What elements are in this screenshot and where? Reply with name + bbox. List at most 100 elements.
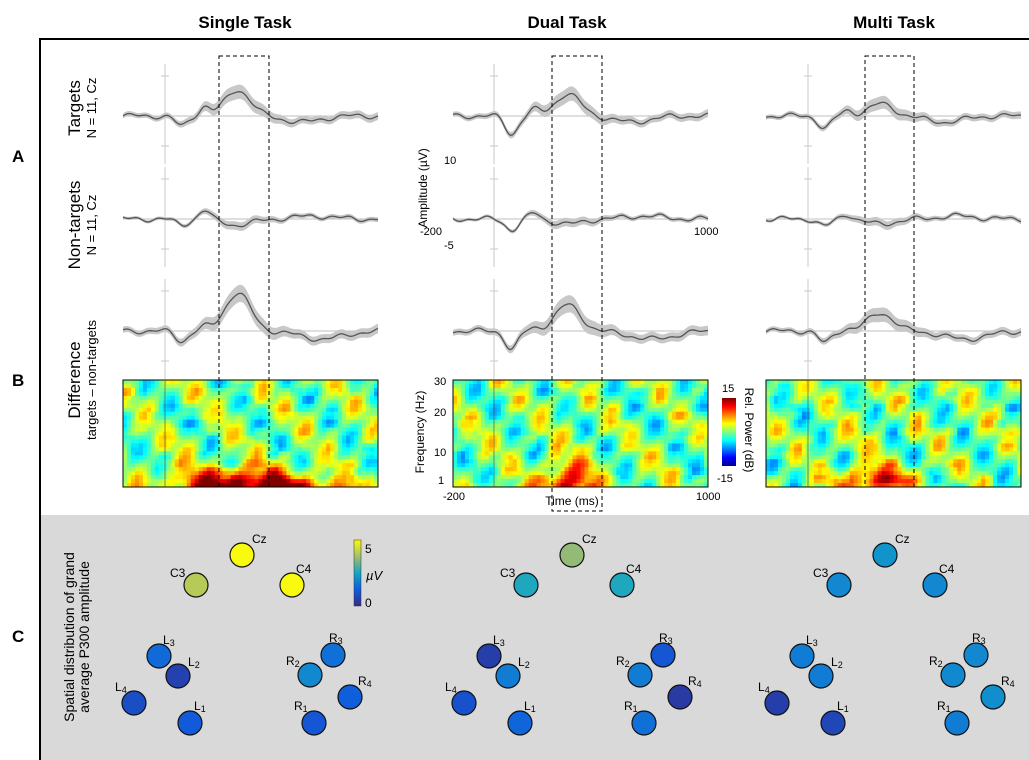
- tf-cell: [877, 415, 882, 421]
- tf-cell: [588, 479, 593, 484]
- tf-cell: [588, 387, 593, 393]
- tf-cell: [889, 407, 894, 413]
- tf-cell: [488, 459, 494, 464]
- tf-cell: [608, 459, 613, 464]
- tf-cell: [921, 423, 926, 428]
- tf-cell: [676, 475, 681, 480]
- tf-cell: [338, 451, 343, 456]
- tf-cell: [556, 483, 561, 488]
- tf-cell: [632, 455, 637, 460]
- tf-cell: [849, 479, 855, 484]
- tf-cell: [664, 447, 669, 452]
- tf-cell: [929, 483, 934, 488]
- tf-cell: [174, 423, 180, 428]
- tf-cell: [254, 459, 259, 464]
- tf-cell: [238, 407, 243, 413]
- tf-cell: [869, 431, 874, 436]
- tf-cell: [270, 403, 275, 409]
- tf-cell: [230, 447, 235, 452]
- tf-cell: [166, 459, 172, 464]
- tf-cell: [178, 423, 184, 428]
- tf-cell: [362, 391, 367, 397]
- tf-cell: [937, 419, 942, 424]
- tf-cell: [250, 455, 255, 460]
- tf-cell: [286, 479, 291, 484]
- tf-cell: [370, 447, 375, 452]
- tf-cell: [817, 403, 823, 409]
- tf-cell: [841, 427, 847, 432]
- tf-cell: [873, 391, 878, 397]
- tf-cell: [632, 411, 637, 417]
- tf-cell: [572, 399, 577, 405]
- tf-ylabel: Frequency (Hz): [413, 391, 427, 474]
- tf-cell: [632, 423, 637, 428]
- tf-cell: [773, 479, 779, 484]
- tf-cell: [684, 439, 689, 444]
- tf-cell: [338, 431, 343, 436]
- tf-cell: [853, 463, 859, 468]
- tf-cell: [817, 415, 823, 421]
- tf-cell: [688, 479, 693, 484]
- tf-cell: [704, 471, 709, 476]
- tf-cell: [258, 459, 263, 464]
- tf-cell: [476, 407, 482, 413]
- tf-cell: [150, 387, 156, 393]
- tf-cell: [853, 415, 859, 421]
- tf-cell: [700, 403, 705, 409]
- erp-ytick-top: 10: [444, 155, 456, 167]
- tf-cell: [949, 479, 954, 484]
- tf-cell: [222, 391, 227, 397]
- tf-cell: [877, 483, 882, 488]
- tf-cell: [801, 463, 807, 468]
- tf-cell: [210, 403, 216, 409]
- tf-cell: [781, 475, 787, 480]
- tf-cell: [833, 475, 839, 480]
- tf-cell: [885, 479, 890, 484]
- tf-cell: [262, 439, 267, 444]
- tf-cell: [556, 419, 561, 424]
- tf-cell: [206, 383, 212, 389]
- tf-cell: [190, 439, 196, 444]
- tf-cell: [472, 483, 478, 488]
- tf-cell: [472, 407, 478, 413]
- tf-cell: [913, 463, 918, 468]
- tf-cell: [500, 475, 506, 480]
- tf-cell: [270, 455, 275, 460]
- tf-cell: [620, 463, 625, 468]
- tf-cell: [644, 467, 649, 472]
- tf-cell: [901, 455, 906, 460]
- tf-cell: [604, 415, 609, 421]
- tf-cell: [560, 403, 565, 409]
- tf-cell: [957, 403, 962, 409]
- tf-cell: [460, 419, 466, 424]
- tf-cell: [134, 471, 140, 476]
- tf-cell: [829, 479, 835, 484]
- tf-cell: [374, 391, 379, 397]
- tf-cell: [572, 423, 577, 428]
- tf-cell: [620, 475, 625, 480]
- tf-cell: [226, 451, 231, 456]
- tf-cell: [472, 455, 478, 460]
- tf-cell: [218, 463, 224, 468]
- tf-cell: [793, 399, 799, 405]
- tf-cell: [777, 380, 783, 385]
- tf-cell: [704, 380, 709, 385]
- tf-cell: [222, 479, 227, 484]
- tf-cell: [278, 419, 283, 424]
- tf-cell: [326, 455, 331, 460]
- tf-cell: [957, 463, 962, 468]
- tf-cell: [809, 387, 815, 393]
- tf-cell: [929, 467, 934, 472]
- tf-cell: [342, 475, 347, 480]
- tf-cell: [773, 427, 779, 432]
- tf-cell: [468, 439, 474, 444]
- tf-cell: [837, 479, 843, 484]
- tf-cell: [318, 439, 323, 444]
- tf-cell: [644, 391, 649, 397]
- tf-cell: [246, 391, 251, 397]
- tf-cell: [536, 459, 542, 464]
- tf-cell: [150, 447, 156, 452]
- tf-cell: [524, 380, 530, 385]
- tf-cell: [692, 411, 697, 417]
- tf-cell: [572, 463, 577, 468]
